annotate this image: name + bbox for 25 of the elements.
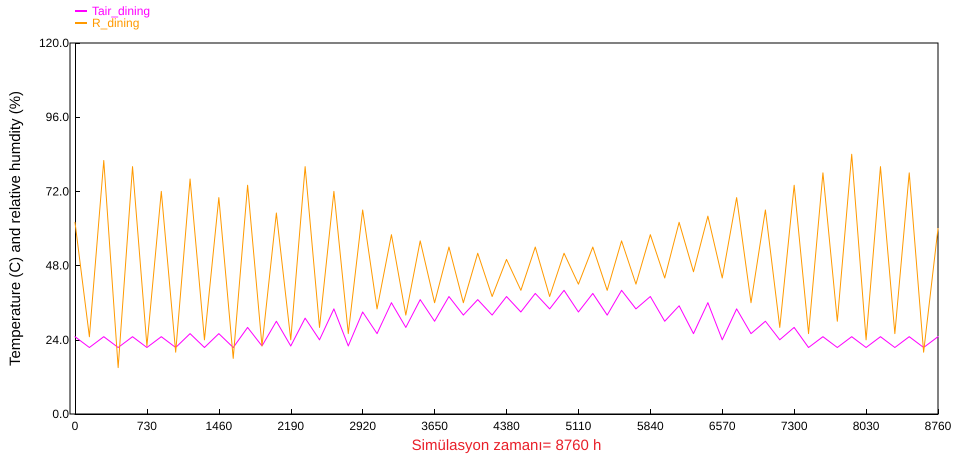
- y-tick-label: 72.0: [46, 184, 70, 198]
- x-tick-label: 3650: [421, 419, 448, 433]
- x-tick-label: 6570: [708, 419, 736, 433]
- x-tick-label: 4380: [493, 419, 520, 433]
- x-tick-label: 0: [72, 419, 79, 433]
- x-tick-label: 5110: [566, 419, 592, 433]
- x-axis-title: Simülasyon zamanı= 8760 h: [412, 437, 602, 454]
- x-tick-label: 1460: [205, 419, 233, 433]
- x-tick-label: 8030: [852, 419, 880, 433]
- x-tick-label: 730: [136, 419, 158, 433]
- line-series: [74, 154, 938, 368]
- y-tick-label: 24.0: [46, 332, 70, 347]
- x-tick-label: 2190: [277, 419, 304, 433]
- line-series: [74, 290, 938, 348]
- y-tick-label: 96.0: [46, 110, 70, 124]
- y-tick-label: 120.0: [38, 36, 70, 50]
- legend-label: R_dining: [92, 16, 140, 30]
- x-tick-label: 7300: [780, 419, 808, 433]
- x-tick-label: 5840: [636, 419, 664, 433]
- y-axis-title: Temperature (C) and relative humdity (%): [7, 90, 24, 366]
- y-tick-label: 0.0: [52, 407, 70, 421]
- x-tick-label: 2920: [349, 419, 376, 433]
- y-tick-label: 48.0: [46, 258, 70, 273]
- x-tick-label: 8760: [924, 419, 952, 433]
- legend-label: Tair_dining: [92, 4, 150, 18]
